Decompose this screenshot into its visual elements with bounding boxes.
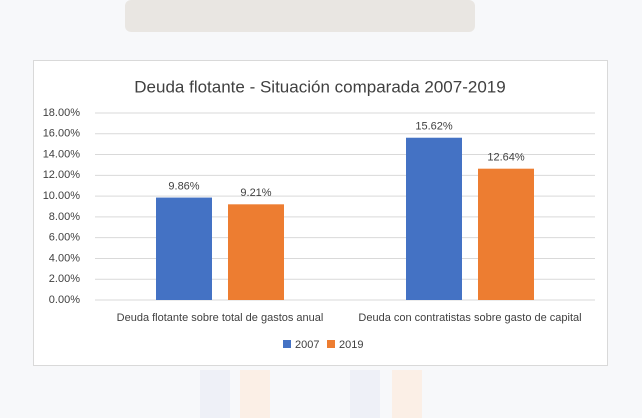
background-banner bbox=[125, 0, 475, 32]
y-tick-label: 0.00% bbox=[49, 294, 80, 306]
y-tick-label: 8.00% bbox=[49, 211, 80, 223]
y-tick-label: 18.00% bbox=[43, 107, 81, 119]
data-label: 9.86% bbox=[168, 180, 199, 192]
background-shape bbox=[200, 370, 230, 418]
y-tick-label: 6.00% bbox=[49, 232, 80, 244]
x-tick-label: Deuda flotante sobre total de gastos anu… bbox=[117, 312, 324, 324]
y-tick-label: 14.00% bbox=[43, 148, 81, 160]
legend-label: 2019 bbox=[339, 339, 363, 351]
y-tick-label: 16.00% bbox=[43, 128, 81, 140]
background-shape bbox=[240, 370, 270, 418]
y-tick-label: 10.00% bbox=[43, 190, 81, 202]
y-tick-label: 2.00% bbox=[49, 273, 80, 285]
bar bbox=[406, 137, 462, 300]
x-tick-label: Deuda con contratistas sobre gasto de ca… bbox=[358, 312, 581, 324]
bar bbox=[228, 204, 284, 300]
bar bbox=[156, 197, 212, 300]
background-shape bbox=[350, 370, 380, 418]
y-tick-label: 12.00% bbox=[43, 169, 81, 181]
legend-label: 2007 bbox=[295, 339, 319, 351]
data-label: 9.21% bbox=[240, 187, 271, 199]
legend-swatch bbox=[283, 340, 291, 348]
background-shape bbox=[392, 370, 422, 418]
legend-swatch bbox=[327, 340, 335, 348]
data-label: 15.62% bbox=[415, 121, 453, 133]
y-tick-label: 4.00% bbox=[49, 252, 80, 264]
bar bbox=[478, 168, 534, 300]
data-label: 12.64% bbox=[487, 152, 525, 164]
chart-title: Deuda flotante - Situación comparada 200… bbox=[134, 77, 505, 96]
